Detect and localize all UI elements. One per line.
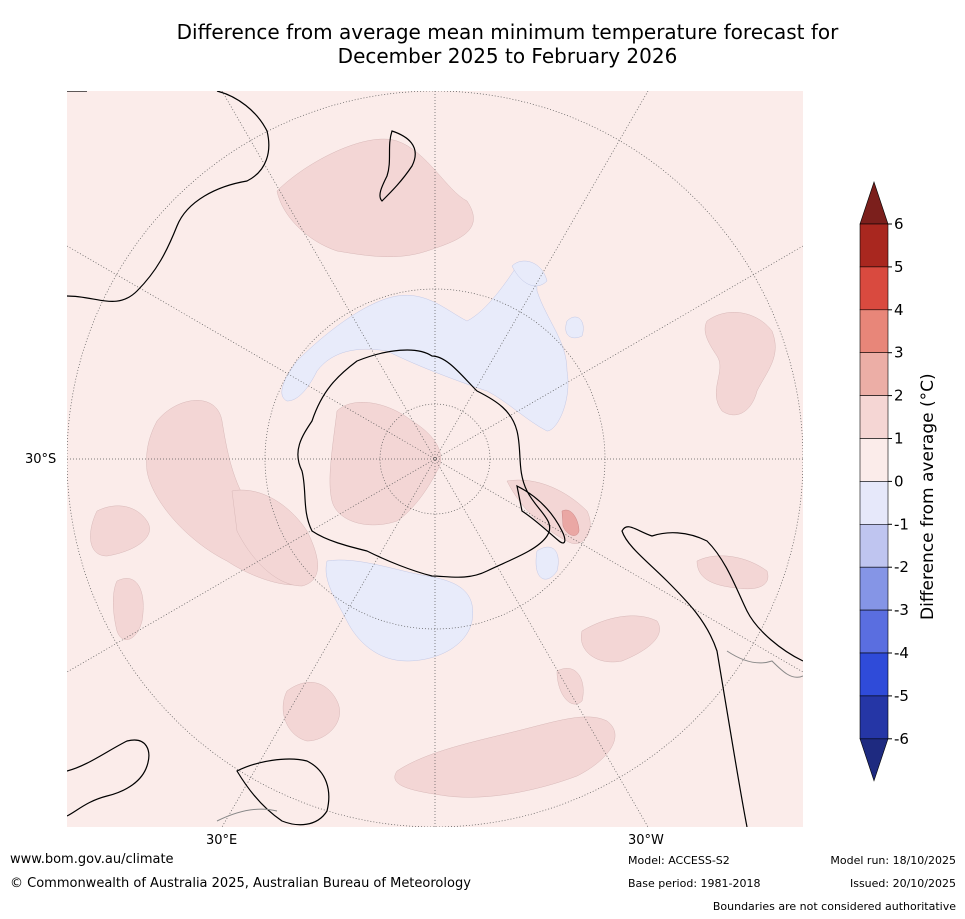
colorbar-title: Difference from average (°C): [918, 373, 938, 620]
colorbar-tick-label: -1: [894, 515, 909, 533]
map-title: Difference from average mean minimum tem…: [60, 20, 955, 68]
africa-coastline: [67, 739, 150, 817]
warm-patch-tasman: [276, 138, 474, 258]
meridian-3: [221, 91, 649, 827]
footer-model: Model: ACCESS-S2: [628, 854, 730, 867]
colorbar-tick-label: -4: [894, 644, 909, 662]
meridian-4: [221, 91, 649, 827]
footer-copyright: © Commonwealth of Australia 2025, Austra…: [10, 876, 471, 891]
footer-website: www.bom.gov.au/climate: [10, 852, 174, 867]
colorbar: 6 5 4 3 2 1 0 -1 -2 -3 -4 -5 -6: [859, 181, 909, 782]
colorbar-tick-label: -5: [894, 687, 909, 705]
colorbar-tick-label: -6: [894, 730, 909, 748]
antarctica-coastline: [297, 349, 551, 578]
colorbar-segment: [859, 566, 889, 611]
warm-patch-west: [90, 505, 150, 557]
australia-coastline: [67, 91, 270, 302]
warm-patch-south-atlantic: [696, 555, 769, 589]
title-line-2: December 2025 to February 2026: [337, 44, 678, 68]
title-line-1: Difference from average mean minimum tem…: [176, 20, 839, 44]
warm-patch-lower-center: [282, 682, 340, 742]
cool-patch-amundsen: [511, 260, 548, 287]
cool-patch-bellingshausen: [535, 546, 559, 580]
meridian-6: [67, 245, 803, 673]
colorbar-extend-bottom: [859, 738, 889, 782]
lon-label-30e: 30°E: [206, 833, 238, 848]
warm-patch-pacific-south: [394, 716, 616, 798]
lon-label-30w: 30°W: [628, 833, 664, 848]
warm-patch-pacific-mid: [556, 668, 584, 705]
new-zealand-north-island: [379, 130, 416, 202]
south-america-borders: [726, 650, 803, 678]
colorbar-segment: [859, 352, 889, 396]
colorbar-tick-label: 5: [894, 258, 904, 276]
warm-patch-lower-left: [113, 578, 144, 640]
colorbar-tick-label: 2: [894, 387, 904, 405]
colorbar-tick-label: 1: [894, 430, 904, 448]
cool-patch-ross: [281, 264, 569, 432]
footer-model-run: Model run: 18/10/2025: [830, 854, 956, 867]
colorbar-segment: [859, 309, 889, 354]
south-america-coastline: [621, 526, 803, 827]
colorbar-segment: [859, 523, 889, 568]
colorbar-segment: [859, 266, 889, 311]
lat-label-30s: 30°S: [25, 452, 57, 467]
footer-base-period: Base period: 1981-2018: [628, 877, 761, 890]
colorbar-tick-label: 6: [894, 215, 904, 233]
graticule: [67, 91, 803, 827]
colorbar-segment: [859, 609, 889, 654]
colorbar-tick-label: 4: [894, 301, 904, 319]
colorbar-segment: [859, 223, 889, 268]
colorbar-tick-label: 0: [894, 472, 904, 490]
coastlines: [67, 91, 803, 827]
colorbar-segment: [859, 438, 889, 482]
footer-disclaimer: Boundaries are not considered authoritat…: [712, 900, 956, 913]
colorbar-extend-top: [859, 181, 889, 225]
warm-patch-antarctic-interior: [329, 402, 442, 526]
country-borders: [216, 650, 803, 822]
anomaly-map: [67, 91, 803, 827]
cool-anomaly-patches: [281, 260, 584, 662]
colorbar-tick-label: -2: [894, 558, 909, 576]
colorbar-tick-label: -3: [894, 601, 909, 619]
strong-warm-patch: [561, 509, 580, 536]
warm-patch-south-indian: [231, 489, 318, 587]
cool-patch-east-antarctic-coast: [325, 559, 474, 662]
colorbar-segment: [859, 652, 889, 697]
cool-patch-small: [565, 316, 584, 339]
warm-anomaly-patches: [90, 138, 776, 798]
warm-patch-east-pacific: [704, 312, 776, 416]
colorbar-segment: [859, 695, 889, 740]
warm-patch-drake: [580, 615, 660, 663]
colorbar-segment: [859, 481, 889, 525]
colorbar-tick-label: 3: [894, 344, 904, 362]
footer-issued: Issued: 20/10/2025: [849, 877, 956, 890]
antarctic-peninsula-coastline: [516, 484, 566, 544]
africa-borders: [216, 808, 278, 822]
meridian-5: [67, 245, 803, 673]
colorbar-segment: [859, 395, 889, 439]
